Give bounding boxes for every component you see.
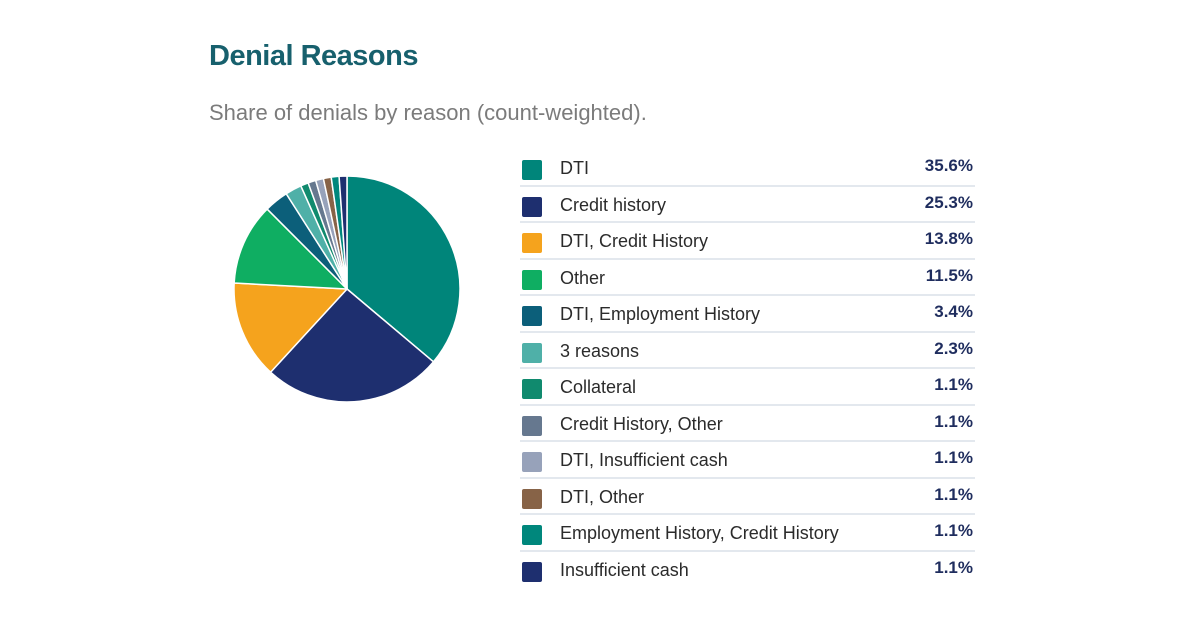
- legend-label: 3 reasons: [560, 340, 640, 361]
- legend-value: 1.1%: [934, 448, 973, 467]
- legend-value: 13.8%: [924, 229, 973, 248]
- legend-value: 1.1%: [934, 521, 973, 540]
- legend-label: Employment History, Credit History: [560, 523, 839, 543]
- legend-swatch: [522, 160, 542, 180]
- legend-item: Credit History, Other 1.1%: [520, 406, 975, 442]
- chart-subtitle: Share of denials by reason (count-weight…: [209, 100, 647, 125]
- legend-item: Collateral 1.1%: [520, 369, 975, 406]
- legend-item: DTI 35.6%: [520, 150, 975, 187]
- legend-item: 3 reasons 2.3%: [520, 333, 975, 369]
- pie-chart: [228, 170, 466, 408]
- legend-swatch: [522, 269, 542, 290]
- legend-item: DTI, Employment History 3.4%: [520, 296, 975, 333]
- legend-label: Insufficient cash: [560, 559, 689, 580]
- legend-swatch: [522, 196, 542, 217]
- legend-swatch: [522, 415, 542, 436]
- legend-label: Other: [560, 267, 606, 288]
- legend-swatch: [522, 233, 542, 253]
- legend-swatch: [522, 525, 542, 545]
- pie-slice-12: [338, 175, 348, 290]
- legend-value: 35.6%: [924, 156, 973, 175]
- legend-swatch: [522, 342, 542, 363]
- legend-swatch: [522, 488, 542, 509]
- pie-slice-2: [269, 288, 435, 403]
- legend-label: DTI: [560, 158, 589, 178]
- chart-title: Denial Reasons: [209, 40, 418, 72]
- legend-swatch: [522, 561, 542, 582]
- legend: DTI 35.6% Credit history 25.3% DTI, Credit H…: [520, 150, 975, 588]
- legend-label: DTI, Insufficient cash: [560, 450, 728, 470]
- legend-value: 1.1%: [934, 375, 973, 394]
- legend-swatch: [522, 452, 542, 472]
- legend-value: 1.1%: [934, 484, 973, 504]
- pie-chart-svg: [233, 175, 461, 403]
- pie-slice-4: [233, 208, 348, 290]
- legend-label: DTI, Other: [560, 486, 645, 507]
- legend-item: DTI, Other 1.1%: [520, 479, 975, 515]
- legend-value: 1.1%: [934, 411, 973, 431]
- legend-label: Collateral: [560, 377, 637, 397]
- legend-item: Employment History, Credit History 1.1%: [520, 515, 975, 552]
- legend-value: 3.4%: [934, 302, 973, 321]
- legend-item: Insufficient cash 1.1%: [520, 552, 975, 589]
- legend-value: 1.1%: [934, 557, 973, 577]
- legend-value: 11.5%: [925, 265, 973, 285]
- legend-label: DTI, Employment History: [560, 304, 761, 324]
- pie-slice-1: [346, 175, 461, 363]
- legend-item: Other 11.5%: [520, 260, 975, 296]
- legend-swatch: [522, 379, 542, 399]
- legend-item: DTI, Credit History 13.8%: [520, 223, 975, 260]
- legend-value: 25.3%: [924, 192, 973, 212]
- legend-item: Credit history 25.3%: [520, 187, 975, 223]
- legend-swatch: [522, 306, 542, 326]
- legend-label: Credit history: [560, 194, 667, 215]
- legend-value: 2.3%: [934, 338, 973, 358]
- legend-item: DTI, Insufficient cash 1.1%: [520, 442, 975, 479]
- pie-slice-3: [233, 282, 348, 373]
- legend-label: Credit History, Other: [560, 413, 723, 434]
- legend-label: DTI, Credit History: [560, 231, 709, 251]
